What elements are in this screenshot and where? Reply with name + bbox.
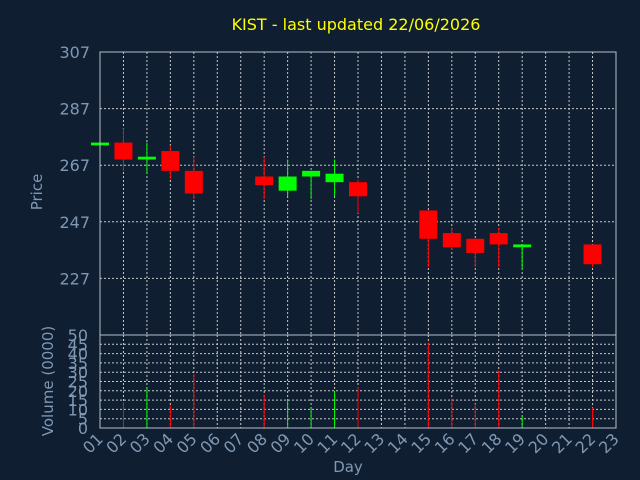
candle-body bbox=[349, 182, 367, 197]
price-tick-label: 307 bbox=[59, 43, 90, 62]
candle-body bbox=[325, 173, 344, 183]
volume-tick-label: 30 bbox=[68, 363, 88, 382]
price-tick-label: 247 bbox=[59, 213, 90, 232]
volume-frame bbox=[99, 334, 617, 429]
candle-body bbox=[255, 176, 274, 186]
price-tick-label: 287 bbox=[59, 100, 90, 119]
volume-tick-label: 15 bbox=[68, 391, 88, 410]
candle-body bbox=[184, 170, 203, 194]
candle-body bbox=[466, 238, 485, 253]
day-tick-label: 23 bbox=[595, 429, 623, 457]
volume-tick-label: 40 bbox=[68, 345, 88, 364]
volume-bars bbox=[122, 342, 594, 428]
volume-axis-label: Volume (0000) bbox=[39, 326, 57, 436]
volume-tick-label: 50 bbox=[68, 326, 88, 345]
candle-body bbox=[278, 176, 297, 191]
volume-tick-label: 45 bbox=[68, 335, 88, 354]
candle-body bbox=[513, 244, 532, 248]
volume-tick-label: 5 bbox=[78, 410, 88, 429]
chart-title: KIST - last updated 22/06/2026 bbox=[232, 15, 481, 34]
candle-body bbox=[419, 210, 438, 239]
volume-tick-label: 25 bbox=[68, 373, 88, 392]
candle-body bbox=[161, 151, 180, 171]
candle-body bbox=[302, 170, 321, 177]
candle-body bbox=[137, 156, 156, 160]
candle-body bbox=[442, 233, 461, 248]
candle-body bbox=[583, 244, 602, 265]
candle-body bbox=[114, 142, 133, 160]
x-axis-label: Day bbox=[333, 458, 363, 476]
volume-tick-label: 20 bbox=[68, 382, 88, 401]
candle-body bbox=[489, 233, 508, 245]
price-tick-label: 227 bbox=[59, 269, 90, 288]
day-tick-labels: 0102030405060708091011121314151617181920… bbox=[79, 429, 623, 457]
price-panel: 307 287 267 247 227 Price bbox=[28, 43, 617, 336]
price-axis-label: Price bbox=[28, 174, 46, 211]
volume-tick-label: 10 bbox=[68, 400, 88, 419]
price-candles bbox=[91, 128, 602, 270]
volume-tick-label: 0 bbox=[78, 419, 88, 438]
volume-tick-label: 35 bbox=[68, 354, 88, 373]
price-tick-labels: 307 287 267 247 227 bbox=[59, 43, 90, 288]
price-tick-label: 267 bbox=[59, 156, 90, 175]
